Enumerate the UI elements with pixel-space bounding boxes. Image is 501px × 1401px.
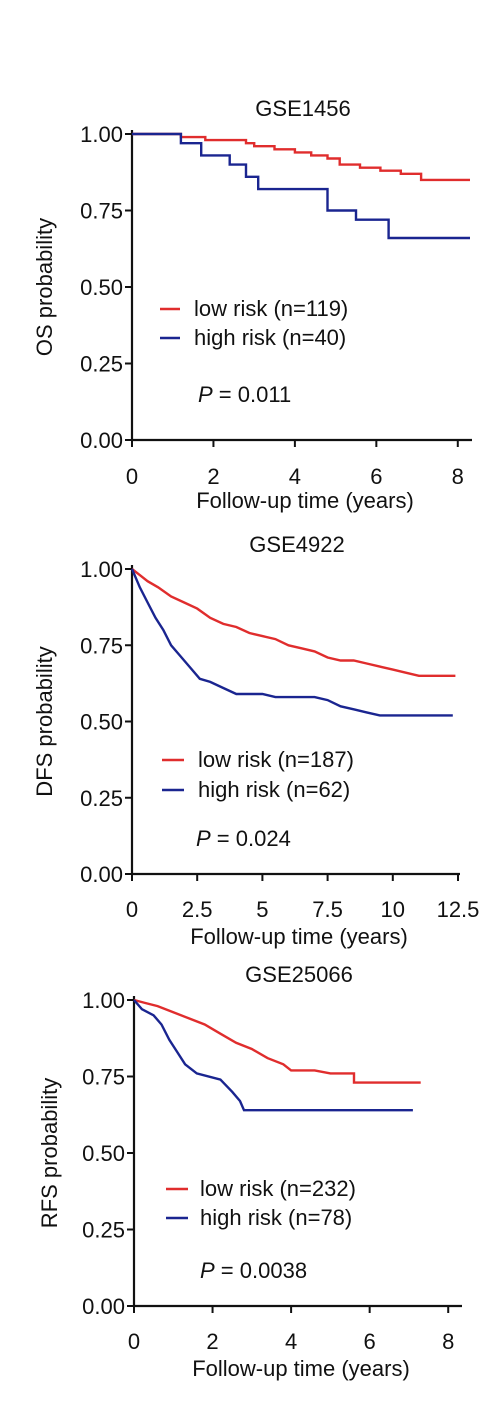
x-tick-label: 6 — [364, 1329, 376, 1354]
p-value: = 0.024 — [211, 826, 291, 851]
y-tick-label: 0.75 — [82, 1065, 125, 1090]
y-tick-label: 0.00 — [80, 862, 123, 887]
legend-label: low risk (n=187) — [198, 747, 354, 772]
x-tick-label: 2 — [207, 464, 219, 489]
p-symbol: P — [200, 1258, 215, 1283]
p-symbol: P — [198, 382, 213, 407]
p-value: = 0.0038 — [215, 1258, 307, 1283]
chart-title: GSE25066 — [245, 962, 353, 987]
x-tick-label: 4 — [289, 464, 301, 489]
x-tick-label: 2 — [206, 1329, 218, 1354]
legend-label: low risk (n=119) — [194, 296, 348, 321]
km-panel-2: GSE4922 0.00 0.25 0.50 0.75 1.00 0 2.5 5 7.5 10 12.… — [32, 532, 479, 949]
y-tick-label: 0.25 — [80, 352, 123, 377]
x-tick-label: 7.5 — [312, 897, 343, 922]
series-line-high-risk — [133, 999, 413, 1112]
chart-title: GSE1456 — [255, 96, 350, 121]
legend-label: high risk (n=62) — [198, 777, 350, 802]
y-tick-label: 0.50 — [80, 275, 123, 300]
y-axis-label: RFS probability — [37, 1078, 62, 1228]
x-tick-label: 12.5 — [437, 897, 480, 922]
y-tick-label: 0.50 — [82, 1141, 125, 1166]
p-symbol: P — [196, 826, 211, 851]
x-tick-label: 8 — [442, 1329, 454, 1354]
y-axis-label: OS probability — [32, 218, 57, 356]
x-axis-label: Follow-up time (years) — [192, 1356, 410, 1381]
x-axis-label: Follow-up time (years) — [190, 924, 408, 949]
y-tick-label: 0.75 — [80, 633, 123, 658]
km-panel-3: GSE25066 0.00 0.25 0.50 0.75 1.00 0 2 4 6 8 Follow-… — [37, 962, 462, 1381]
y-tick-label: 0.25 — [82, 1218, 125, 1243]
chart-title: GSE4922 — [249, 532, 344, 557]
legend-label: high risk (n=78) — [200, 1205, 352, 1230]
series-line-high-risk — [130, 568, 453, 717]
series-line-low-risk — [133, 998, 421, 1084]
y-tick-label: 1.00 — [80, 122, 123, 147]
y-tick-label: 0.00 — [80, 428, 123, 453]
x-tick-label: 0 — [128, 1329, 140, 1354]
x-tick-label: 10 — [381, 897, 405, 922]
p-value-annotation: P = 0.0038 — [200, 1258, 307, 1283]
series-line-low-risk — [132, 132, 470, 182]
legend-label: high risk (n=40) — [194, 325, 346, 350]
x-tick-label: 8 — [452, 464, 464, 489]
y-tick-label: 0.50 — [80, 710, 123, 735]
x-tick-label: 2.5 — [182, 897, 213, 922]
km-panel-1: GSE1456 0.00 0.25 0.50 0.75 1.00 0 2 4 6 8 Follow-u… — [32, 96, 472, 513]
y-tick-label: 1.00 — [80, 557, 123, 582]
series-line-high-risk — [132, 132, 470, 240]
series-line-low-risk — [131, 568, 456, 677]
x-tick-label: 0 — [126, 464, 138, 489]
x-axis-label: Follow-up time (years) — [196, 488, 414, 513]
x-tick-label: 5 — [256, 897, 268, 922]
legend-label: low risk (n=232) — [200, 1176, 356, 1201]
p-value: = 0.011 — [213, 382, 292, 407]
p-value-annotation: P = 0.011 — [198, 382, 291, 407]
y-tick-label: 1.00 — [82, 988, 125, 1013]
p-value-annotation: P = 0.024 — [196, 826, 291, 851]
y-tick-label: 0.75 — [80, 199, 123, 224]
x-tick-label: 6 — [370, 464, 382, 489]
y-tick-label: 0.25 — [80, 786, 123, 811]
y-tick-label: 0.00 — [82, 1294, 125, 1319]
x-tick-label: 4 — [285, 1329, 297, 1354]
x-tick-label: 0 — [126, 897, 138, 922]
y-axis-label: DFS probability — [32, 646, 57, 796]
